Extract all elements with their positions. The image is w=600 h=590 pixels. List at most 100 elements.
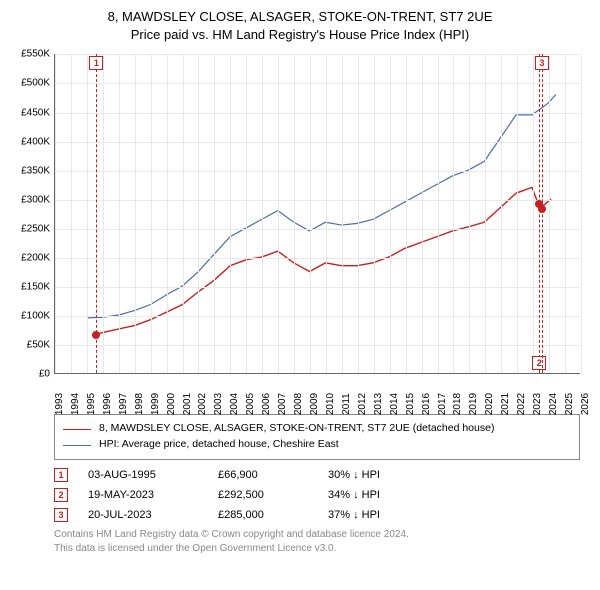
gridline-vertical	[278, 54, 279, 373]
x-tick-label: 2024	[548, 393, 554, 415]
x-tick-label: 2009	[309, 393, 315, 415]
x-tick-label: 2001	[182, 393, 188, 415]
x-tick-label: 1998	[134, 393, 140, 415]
x-tick-label: 2007	[277, 393, 283, 415]
footer-line2: This data is licensed under the Open Gov…	[54, 542, 590, 556]
x-axis: 1993199419951996199719981999200020012002…	[54, 374, 580, 410]
y-tick-label: £500K	[21, 78, 50, 89]
x-tick-label: 2010	[325, 393, 331, 415]
marker-dot	[538, 205, 546, 213]
title-subtitle: Price paid vs. HM Land Registry's House …	[10, 26, 590, 44]
x-tick-label: 2016	[421, 393, 427, 415]
x-tick-label: 2022	[516, 393, 522, 415]
gridline-vertical	[374, 54, 375, 373]
sales-row: 3 20-JUL-2023 £285,000 37% ↓ HPI	[54, 508, 590, 522]
gridline-vertical	[549, 54, 550, 373]
sales-badge: 3	[54, 508, 68, 522]
sales-date: 20-JUL-2023	[88, 509, 198, 521]
marker-badge: 2	[532, 356, 546, 370]
sales-date: 03-AUG-1995	[88, 469, 198, 481]
legend-item: HPI: Average price, detached house, Ches…	[63, 437, 571, 453]
gridline-vertical	[71, 54, 72, 373]
gridline-vertical	[565, 54, 566, 373]
legend: 8, MAWDSLEY CLOSE, ALSAGER, STOKE-ON-TRE…	[54, 414, 580, 460]
y-tick-label: £550K	[21, 49, 50, 60]
x-tick-label: 2026	[580, 393, 586, 415]
x-tick-label: 2017	[437, 393, 443, 415]
chart-area: £0£50K£100K£150K£200K£250K£300K£350K£400…	[10, 50, 590, 410]
x-tick-label: 2000	[166, 393, 172, 415]
legend-label: HPI: Average price, detached house, Ches…	[99, 437, 339, 453]
marker-dot	[92, 331, 100, 339]
plot-area: 1 2 3	[54, 54, 580, 374]
x-tick-label: 1995	[86, 393, 92, 415]
gridline-vertical	[55, 54, 56, 373]
gridline-vertical	[469, 54, 470, 373]
x-tick-label: 1996	[102, 393, 108, 415]
gridline-vertical	[358, 54, 359, 373]
sales-row: 219-MAY-2023£292,50034% ↓ HPI	[54, 488, 590, 502]
series-line-price_paid	[97, 188, 551, 335]
sales-diff: 34% ↓ HPI	[328, 489, 438, 501]
legend-swatch	[63, 445, 91, 446]
marker-badge: 3	[535, 56, 549, 70]
marker-line	[539, 54, 540, 373]
legend-swatch	[63, 429, 91, 430]
x-tick-label: 2013	[373, 393, 379, 415]
y-tick-label: £250K	[21, 223, 50, 234]
x-tick-label: 2018	[452, 393, 458, 415]
gridline-vertical	[406, 54, 407, 373]
x-tick-label: 1993	[54, 393, 60, 415]
x-tick-label: 2004	[229, 393, 235, 415]
x-tick-label: 2006	[261, 393, 267, 415]
x-tick-label: 2012	[357, 393, 363, 415]
x-tick-label: 2021	[500, 393, 506, 415]
marker-line	[542, 54, 543, 373]
footer-attribution: Contains HM Land Registry data © Crown c…	[54, 528, 590, 556]
gridline-vertical	[581, 54, 582, 373]
gridline-vertical	[103, 54, 104, 373]
x-tick-label: 2020	[484, 393, 490, 415]
gridline-vertical	[453, 54, 454, 373]
sales-date: 19-MAY-2023	[88, 489, 198, 501]
y-tick-label: £150K	[21, 282, 50, 293]
marker-line	[96, 54, 97, 373]
gridline-vertical	[246, 54, 247, 373]
x-tick-label: 2003	[213, 393, 219, 415]
gridline-vertical	[310, 54, 311, 373]
x-tick-label: 2008	[293, 393, 299, 415]
legend-item: 8, MAWDSLEY CLOSE, ALSAGER, STOKE-ON-TRE…	[63, 421, 571, 437]
gridline-vertical	[294, 54, 295, 373]
gridline-vertical	[230, 54, 231, 373]
y-tick-label: £100K	[21, 311, 50, 322]
x-tick-label: 1999	[150, 393, 156, 415]
x-tick-label: 2014	[389, 393, 395, 415]
x-tick-label: 2011	[341, 394, 347, 416]
gridline-vertical	[214, 54, 215, 373]
y-tick-label: £400K	[21, 136, 50, 147]
x-tick-label: 2002	[197, 393, 203, 415]
y-tick-label: £200K	[21, 253, 50, 264]
sales-price: £285,000	[218, 509, 308, 521]
sales-badge: 1	[54, 468, 68, 482]
x-tick-label: 2005	[245, 393, 251, 415]
gridline-vertical	[183, 54, 184, 373]
sales-badge: 2	[54, 488, 68, 502]
sales-row: 103-AUG-1995£66,90030% ↓ HPI	[54, 468, 590, 482]
y-tick-label: £50K	[27, 340, 50, 351]
x-tick-label: 2023	[532, 393, 538, 415]
chart-container: 8, MAWDSLEY CLOSE, ALSAGER, STOKE-ON-TRE…	[0, 0, 600, 566]
marker-badge: 1	[89, 56, 103, 70]
gridline-vertical	[262, 54, 263, 373]
y-tick-label: £0	[39, 369, 50, 380]
gridline-vertical	[326, 54, 327, 373]
sales-diff: 37% ↓ HPI	[328, 509, 438, 521]
x-tick-label: 2015	[405, 393, 411, 415]
gridline-vertical	[119, 54, 120, 373]
gridline-vertical	[167, 54, 168, 373]
gridline-vertical	[533, 54, 534, 373]
gridline-vertical	[485, 54, 486, 373]
title-address: 8, MAWDSLEY CLOSE, ALSAGER, STOKE-ON-TRE…	[10, 8, 590, 26]
gridline-vertical	[87, 54, 88, 373]
sales-table: 103-AUG-1995£66,90030% ↓ HPI219-MAY-2023…	[54, 468, 590, 522]
